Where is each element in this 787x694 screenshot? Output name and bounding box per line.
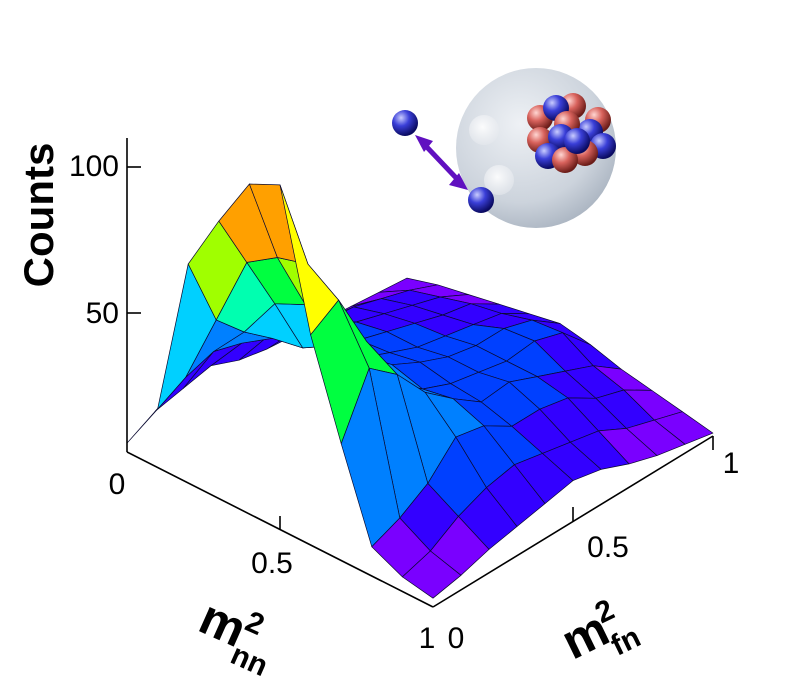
y-axis-title-sub: fn [606,620,646,662]
nucleus-illustration [392,68,616,228]
core-nucleons [527,93,616,173]
halo-neutron [392,110,418,136]
y-tick-label: 1 [723,447,740,480]
x-axis-title: m 2 nn [191,589,272,684]
y-axis-line [432,435,714,608]
x-tick-label: 0.5 [251,547,293,580]
axes: 100 50 0 0.5 1 0 0.5 1 Counts m 2 nn m 2… [15,138,739,683]
z-tick-label: 50 [86,297,119,330]
correlation-arrow-head [449,173,468,190]
correlation-arrow-head [415,135,433,152]
proton [552,147,578,173]
z-tick-label: 100 [69,150,119,183]
halo-ghost-neutron [484,165,514,195]
surface-mesh [126,183,714,599]
x-tick-label: 1 [419,622,436,655]
y-tick-label: 0 [448,622,465,655]
neutron [564,128,590,154]
correlation-arrow-shaft [421,141,462,184]
z-axis-title: Counts [15,143,62,288]
y-axis-title: m 2 fn [553,593,646,670]
surface-patch [402,550,462,599]
halo-ghost-neutron [469,115,499,145]
x-tick-label: 0 [109,468,126,501]
y-tick-label: 0.5 [587,531,629,564]
halo-neutron [468,187,494,213]
